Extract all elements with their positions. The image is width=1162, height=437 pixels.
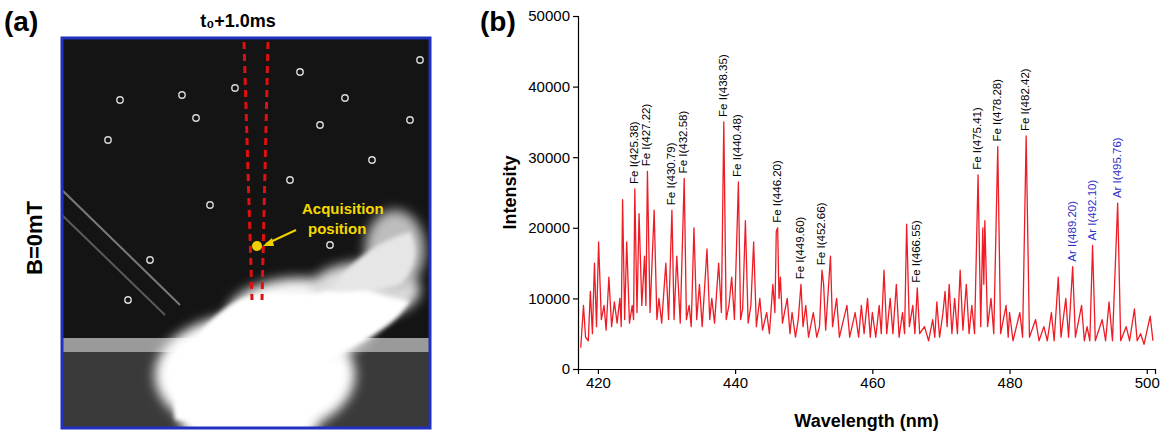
y-tick: 30000	[528, 149, 578, 166]
x-tick-label: 440	[723, 374, 748, 391]
x-tick: 500	[1135, 369, 1160, 391]
y-axis-title: Intensity	[500, 155, 520, 229]
spectrum-line	[581, 122, 1153, 348]
figure: (a) t₀+1.0ms B=0mT Acquisitionposition (b) 42…	[0, 0, 1162, 437]
peak-label: Ar I(489.20)	[1066, 201, 1078, 262]
spatter	[342, 95, 348, 101]
annotation-arrowhead	[263, 238, 274, 246]
peak-label: Fe I(482.42)	[1019, 68, 1031, 131]
y-tick-label: 0	[562, 360, 570, 377]
y-tick-label: 50000	[528, 7, 570, 24]
y-tick-mark	[573, 228, 578, 229]
peak-label: Fe I(475.41)	[971, 107, 983, 170]
torch-edge	[62, 215, 165, 315]
peak-label: Fe I(466.55)	[910, 220, 922, 283]
y-tick: 40000	[528, 78, 578, 95]
peak-label: Fe I(438.35)	[717, 54, 729, 117]
spatter	[117, 97, 123, 103]
peak-label: Fe I(432.58)	[677, 111, 689, 174]
plot-area	[581, 122, 1153, 348]
y-tick: 0	[562, 360, 578, 377]
spatter	[297, 69, 303, 75]
torch-edge	[62, 190, 180, 305]
y-tick-mark	[573, 369, 578, 370]
y-tick-label: 40000	[528, 78, 570, 95]
photo-annotation: Acquisitionposition	[302, 200, 384, 237]
peak-label: Fe I(452.66)	[815, 202, 827, 265]
peak-label: Ar I(492.10)	[1086, 180, 1098, 241]
spatter	[193, 115, 199, 121]
photo	[62, 38, 430, 428]
y-tick: 20000	[528, 219, 578, 236]
spatter	[232, 85, 238, 91]
y-axis: 0 10000 20000 30000 40000 50000	[528, 7, 578, 377]
panel-title: t₀+1.0ms	[200, 11, 276, 31]
y-tick-mark	[573, 298, 578, 299]
peak-label: Fe I(430.79)	[665, 142, 677, 205]
spatter	[417, 57, 423, 63]
panel-label: (a)	[4, 6, 38, 37]
y-tick: 50000	[528, 7, 578, 24]
spatter	[207, 202, 213, 208]
peak-label: Fe I(425.38)	[628, 121, 640, 184]
x-tick: 420	[586, 369, 611, 391]
spatter	[147, 257, 153, 263]
y-tick-mark	[573, 157, 578, 158]
arc-core	[174, 287, 410, 428]
spatter	[369, 157, 375, 163]
x-tick-label: 500	[1135, 374, 1160, 391]
x-tick-label: 420	[586, 374, 611, 391]
peak-labels: Fe I(425.38)Fe I(427.22)Fe I(430.79)Fe I…	[628, 54, 1123, 283]
row-label: B=0mT	[22, 200, 47, 275]
plume	[330, 232, 415, 292]
spatter	[287, 177, 293, 183]
panel-label: (b)	[480, 6, 516, 37]
x-tick: 480	[998, 369, 1023, 391]
peak-label: Ar I(495.76)	[1111, 137, 1123, 198]
x-tick-label: 480	[998, 374, 1023, 391]
x-tick: 440	[723, 369, 748, 391]
y-tick-label: 20000	[528, 219, 570, 236]
spatter	[105, 137, 111, 143]
x-tick: 460	[860, 369, 885, 391]
peak-label: Fe I(446.20)	[771, 160, 783, 223]
y-tick: 10000	[528, 290, 578, 307]
guide-line	[262, 42, 268, 300]
peak-label: Fe I(440.48)	[731, 114, 743, 177]
guide-line	[244, 42, 252, 300]
y-tick-label: 30000	[528, 149, 570, 166]
spatter	[179, 92, 185, 98]
x-axis: 420 440 460 480 500	[579, 369, 1160, 391]
spatter	[125, 297, 131, 303]
photo-border	[62, 38, 430, 428]
spatter	[317, 122, 323, 128]
peak-label: Fe I(478.28)	[991, 79, 1003, 142]
y-tick-mark	[573, 16, 578, 17]
x-axis-title: Wavelength (nm)	[794, 411, 938, 431]
peak-label: Fe I(449.60)	[794, 216, 806, 279]
spatter	[407, 117, 413, 123]
acquisition-point	[252, 241, 262, 251]
spatter	[327, 242, 333, 248]
y-tick-label: 10000	[528, 290, 570, 307]
peak-label: Fe I(427.22)	[640, 104, 652, 167]
x-tick-label: 460	[860, 374, 885, 391]
y-tick-mark	[573, 86, 578, 87]
y-axis-line	[573, 17, 579, 370]
